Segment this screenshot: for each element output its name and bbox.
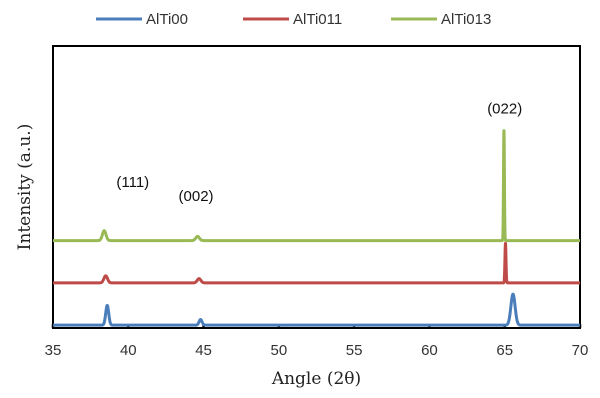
x-tick-label: 40 (120, 342, 137, 359)
plot-area-frame (52, 45, 581, 329)
peak-annotations: (111) (002) (022) (116, 101, 522, 205)
series-line (51, 241, 582, 285)
x-axis-title: Angle (2θ) (271, 369, 361, 389)
x-tick-labels: 35 40 45 50 55 60 65 70 (45, 342, 589, 359)
legend-label: AlTi00 (146, 11, 188, 28)
series-AlTi013 (51, 129, 582, 243)
series-AlTi00 (51, 292, 582, 327)
series-group (51, 129, 582, 327)
legend-label: AlTi013 (441, 11, 491, 28)
series-AlTi011 (51, 241, 582, 285)
legend-label: AlTi011 (293, 11, 342, 28)
x-tick-label: 50 (271, 342, 288, 359)
x-tick-label: 65 (496, 342, 513, 359)
series-line (51, 129, 582, 243)
peak-label: (002) (179, 188, 214, 205)
x-tick-label: 60 (421, 342, 438, 359)
x-tick-label: 55 (346, 342, 363, 359)
peak-label: (022) (487, 101, 522, 118)
y-axis-title: Intensity (a.u.) (15, 124, 35, 251)
legend: AlTi00 AlTi011 AlTi013 (96, 11, 491, 28)
x-tick-label: 35 (45, 342, 62, 359)
x-tick-label: 70 (572, 342, 589, 359)
x-tick-label: 45 (195, 342, 212, 359)
series-line (51, 292, 582, 327)
peak-label: (111) (116, 174, 149, 191)
